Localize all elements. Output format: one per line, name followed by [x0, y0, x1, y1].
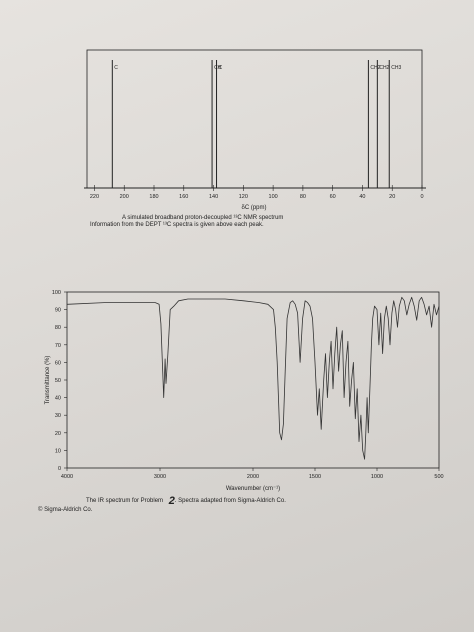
ir-y-tick-label-10: 100	[52, 290, 61, 296]
ir-caption-tail: . Spectra adapted from Sigma-Aldrich Co.	[174, 498, 286, 504]
ir-x-tick-label-0: 4000	[61, 474, 73, 480]
nmr-tick-label-2: 180	[149, 194, 158, 200]
ir-y-tick-label-3: 30	[55, 413, 61, 419]
nmr-tick-label-10: 20	[389, 194, 395, 200]
ir-y-tick-label-2: 20	[55, 431, 61, 437]
problem-number: 2	[168, 495, 175, 507]
nmr-caption-line-2: Information from the DEPT ¹³C spectra is…	[90, 222, 264, 228]
ir-transmittance-line	[66, 296, 440, 460]
nmr-tick-label-3: 160	[179, 194, 188, 200]
ir-x-axis-label: Wavenumber (cm⁻¹)	[226, 486, 280, 492]
nmr-tick-label-1: 200	[120, 194, 129, 200]
ir-caption: The IR spectrum for Problem 2. Spectra a…	[86, 495, 286, 507]
nmr-caption-line-1: A simulated broadband proton-decoupled ¹…	[122, 215, 284, 221]
ir-caption-text: The IR spectrum for Problem	[86, 498, 164, 504]
nmr-tick-label-11: 0	[420, 194, 423, 200]
ir-x-tick-label-2: 2000	[247, 474, 259, 480]
ir-x-tick-label-4: 1000	[371, 474, 383, 480]
ir-y-ticks-group: 0 10 20 30 40 50 60 70 80 90 100	[52, 290, 67, 472]
nmr-tick-label-6: 100	[269, 194, 278, 200]
copyright-line: © Sigma-Aldrich Co.	[38, 507, 93, 513]
ir-x-tick-label-1: 3000	[154, 474, 166, 480]
nmr-peak-label-4: CH2	[379, 65, 389, 71]
nmr-peak-label-1: CH	[214, 65, 222, 71]
nmr-peak-label-5: CH3	[391, 65, 401, 71]
ir-x-tick-label-5: 500	[434, 474, 443, 480]
ir-plot-frame	[66, 291, 440, 469]
nmr-tick-label-0: 220	[90, 194, 99, 200]
nmr-tick-label-7: 80	[300, 194, 306, 200]
ir-spectrum-chart: 0 10 20 30 40 50 60 70 80 90 100 4000 3000 2000 1500 1…	[45, 290, 444, 492]
nmr-tick-label-8: 60	[330, 194, 336, 200]
ir-y-tick-label-7: 70	[55, 343, 61, 349]
nmr-peak-label-0: C	[114, 65, 118, 71]
ir-y-tick-label-4: 40	[55, 396, 61, 402]
nmr-x-axis-label: δC (ppm)	[241, 205, 266, 211]
nmr-tick-label-9: 40	[359, 194, 365, 200]
ir-y-tick-label-5: 50	[55, 378, 61, 384]
ir-y-tick-label-8: 80	[55, 325, 61, 331]
ir-y-tick-label-6: 60	[55, 360, 61, 366]
nmr-peak-label-3: CH2	[370, 65, 380, 71]
ir-y-tick-label-9: 90	[55, 308, 61, 314]
ir-x-ticks-group: 4000 3000 2000 1500 1000 500	[61, 468, 444, 480]
ir-y-axis-label: Transmittance (%)	[45, 356, 51, 405]
nmr-ticks-group: 220 200 180 160 140 120 100 80 60 40 20 0	[90, 185, 424, 200]
ir-y-tick-label-1: 10	[55, 448, 61, 454]
ir-x-tick-label-3: 1500	[309, 474, 321, 480]
nmr-tick-label-4: 140	[209, 194, 218, 200]
ir-y-tick-label-0: 0	[58, 466, 61, 472]
nmr-peak-label-2: C	[219, 65, 223, 71]
nmr-tick-label-5: 120	[239, 194, 248, 200]
